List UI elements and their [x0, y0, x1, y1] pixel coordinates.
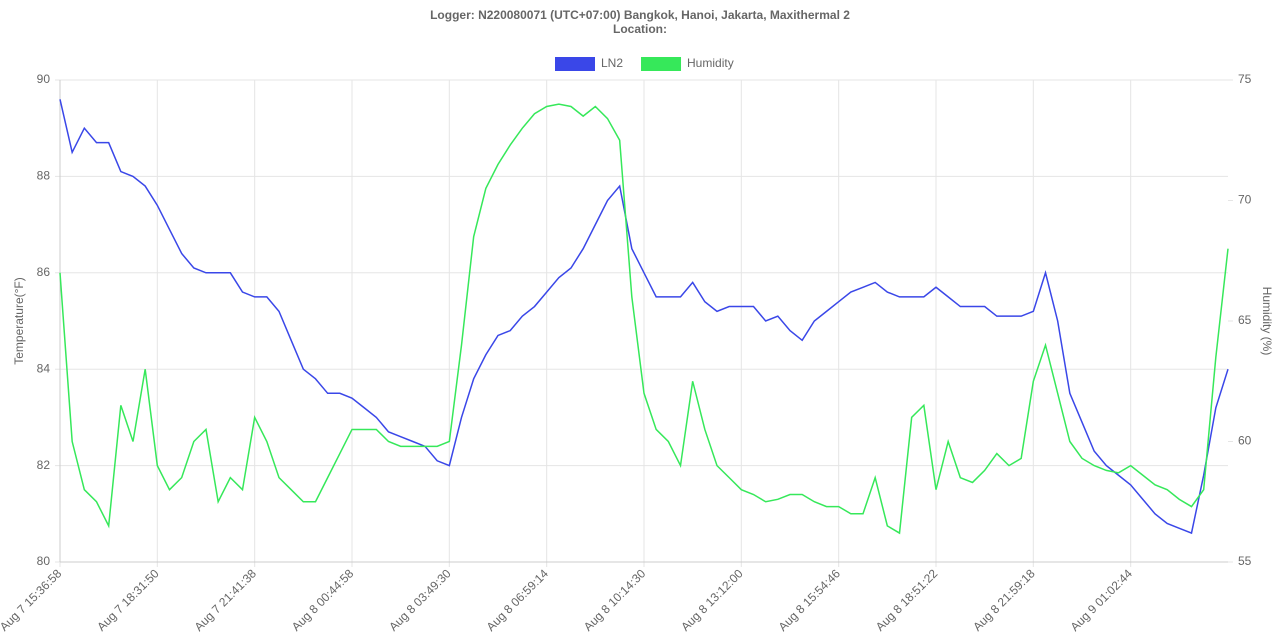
x-tick-label: Aug 7 21:41:38 [192, 566, 260, 634]
y-tick-label: 82 [37, 458, 51, 472]
x-tick-label: Aug 8 06:59:14 [484, 566, 552, 634]
y2-tick-label: 65 [1238, 313, 1252, 327]
x-tick-label: Aug 8 13:12:00 [678, 566, 746, 634]
y2-axis-label: Humidity (%) [1260, 287, 1274, 356]
y-tick-label: 84 [37, 361, 51, 375]
x-tick-label: Aug 7 15:36:58 [0, 566, 65, 634]
x-tick-label: Aug 8 00:44:58 [289, 566, 357, 634]
legend-swatch [641, 57, 682, 71]
legend-label: LN2 [601, 56, 623, 70]
x-tick-label: Aug 8 18:51:22 [873, 566, 941, 634]
y-axis-label: Temperature(°F) [12, 277, 26, 365]
legend-label: Humidity [687, 56, 734, 70]
y-tick-label: 88 [37, 169, 51, 183]
x-tick-label: Aug 8 10:14:30 [581, 566, 649, 634]
series-line [59, 99, 1229, 535]
chart-subtitle: Location: [613, 22, 667, 36]
x-tick-label: Aug 8 21:59:18 [970, 566, 1038, 634]
y2-tick-label: 70 [1238, 193, 1252, 207]
y-tick-label: 80 [37, 554, 51, 568]
x-tick-label: Aug 8 03:49:30 [386, 566, 454, 634]
y2-tick-label: 60 [1238, 434, 1252, 448]
x-tick-label: Aug 8 15:54:46 [776, 566, 844, 634]
y2-tick-label: 55 [1238, 554, 1252, 568]
x-tick-label: Aug 7 18:31:50 [94, 566, 162, 634]
y2-tick-label: 75 [1238, 72, 1252, 86]
y-tick-label: 90 [37, 72, 51, 86]
legend-swatch [555, 57, 595, 71]
series-line [59, 103, 1229, 535]
chart-title: Logger: N220080071 (UTC+07:00) Bangkok, … [430, 8, 850, 22]
x-tick-label: Aug 9 01:02:44 [1068, 566, 1136, 634]
y-tick-label: 86 [37, 265, 51, 279]
